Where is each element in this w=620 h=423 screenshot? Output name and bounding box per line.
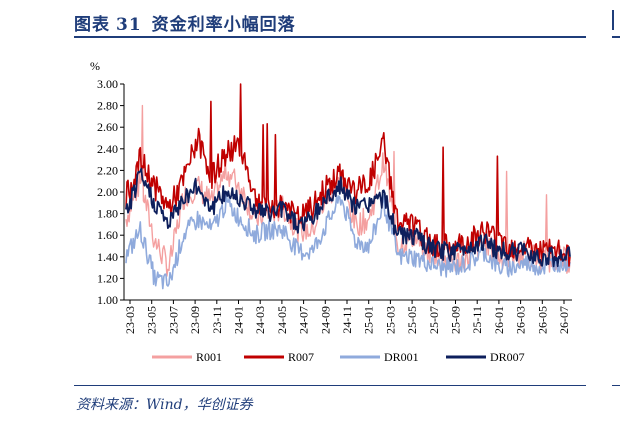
x-tick-label: 26-07	[557, 306, 571, 334]
y-tick-label: 2.80	[97, 99, 118, 113]
right-bottom-rule	[612, 385, 620, 386]
x-tick-label: 23-03	[123, 306, 137, 334]
legend-label-r001: R001	[196, 350, 222, 364]
legend-label-dr001: DR001	[384, 350, 419, 364]
series-line-r007	[125, 83, 571, 267]
y-tick-label: 1.60	[97, 228, 118, 242]
source-note: 资料来源：Wind，华创证券	[76, 397, 253, 413]
y-tick-label: 2.60	[97, 120, 118, 134]
x-tick-label: 26-05	[535, 306, 549, 334]
y-tick-label: 1.20	[97, 271, 118, 285]
x-tick-label: 23-11	[210, 306, 224, 334]
right-edge-mark	[612, 10, 620, 30]
series-line-dr007	[125, 167, 571, 268]
y-tick-label: 2.20	[97, 163, 118, 177]
x-tick-label: 23-05	[145, 306, 159, 334]
figure-label: 图表	[74, 15, 110, 35]
x-axis: 23-03 23-05 23-07 23-09 23-11 24-01 24-03 24-05…	[123, 299, 572, 334]
legend-label-r007: R007	[288, 350, 314, 364]
legend: R001 R007 DR001 DR007	[152, 350, 525, 364]
x-tick-label: 25-07	[427, 306, 441, 334]
x-tick-label: 26-01	[492, 306, 506, 334]
x-tick-label: 23-07	[166, 306, 180, 334]
series-line-dr001	[125, 192, 571, 290]
y-axis: 1.00 1.20 1.40 1.60 1.80 2.00 2.20 2.40 2.60 2.80…	[97, 77, 125, 307]
figure-title: 图表 31 资金利率小幅回落	[74, 10, 296, 35]
y-tick-label: 1.40	[97, 250, 118, 264]
figure-number: 31	[116, 15, 142, 35]
figure-title-text: 资金利率小幅回落	[151, 15, 296, 35]
bottom-rule	[74, 385, 586, 386]
y-tick-label: 1.00	[97, 293, 118, 307]
top-rule	[74, 36, 586, 38]
series-lines	[125, 83, 571, 290]
x-tick-label: 24-09	[318, 306, 332, 334]
y-tick-label: 2.00	[97, 185, 118, 199]
legend-label-dr007: DR007	[490, 350, 525, 364]
x-tick-label: 24-07	[297, 306, 311, 334]
x-tick-label: 24-05	[275, 306, 289, 334]
y-tick-label: 3.00	[97, 77, 118, 91]
y-tick-label: 2.40	[97, 142, 118, 156]
x-tick-label: 24-11	[340, 306, 354, 334]
y-tick-label: 1.80	[97, 207, 118, 221]
x-tick-label: 23-09	[188, 306, 202, 334]
x-tick-label: 25-09	[449, 306, 463, 334]
right-top-rule	[612, 36, 620, 38]
x-tick-label: 25-03	[383, 306, 397, 334]
x-tick-label: 24-01	[232, 306, 246, 334]
x-tick-label: 25-11	[470, 306, 484, 334]
x-tick-label: 25-01	[362, 306, 376, 334]
y-axis-label: %	[90, 59, 100, 73]
x-tick-label: 26-03	[514, 306, 528, 334]
x-tick-label: 24-03	[253, 306, 267, 334]
x-tick-label: 25-05	[405, 306, 419, 334]
